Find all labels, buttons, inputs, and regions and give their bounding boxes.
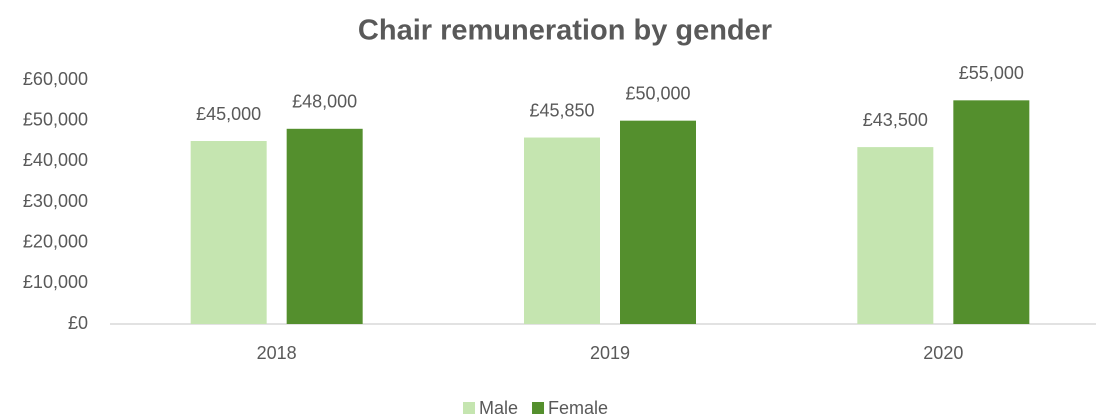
value-label: £48,000: [292, 92, 357, 112]
x-tick-label: 2020: [923, 343, 963, 363]
bar: [953, 100, 1030, 324]
legend-swatch: [532, 402, 545, 414]
bar: [620, 120, 696, 325]
value-label: £45,850: [529, 100, 594, 120]
x-tick-label: 2019: [590, 343, 630, 363]
bar: [857, 147, 934, 324]
y-tick-label: £30,000: [23, 191, 88, 211]
value-label: £43,500: [863, 110, 928, 130]
legend-swatch: [463, 402, 475, 414]
bar: [286, 128, 363, 324]
y-tick-label: £20,000: [23, 231, 88, 251]
y-tick-label: £50,000: [23, 109, 88, 129]
y-tick-label: £40,000: [23, 150, 88, 170]
bar: [524, 137, 600, 324]
bar: [190, 141, 267, 324]
x-tick-label: 2018: [257, 343, 297, 363]
value-label: £45,000: [196, 104, 261, 124]
y-tick-label: £10,000: [23, 272, 88, 292]
legend-label: Male: [479, 398, 518, 418]
chart-title: Chair remuneration by gender: [358, 15, 772, 47]
value-label: £50,000: [625, 83, 690, 103]
y-tick-label: £60,000: [23, 69, 88, 89]
legend-label: Female: [548, 398, 608, 418]
value-label: £55,000: [959, 63, 1024, 83]
y-tick-label: £0: [68, 313, 88, 333]
